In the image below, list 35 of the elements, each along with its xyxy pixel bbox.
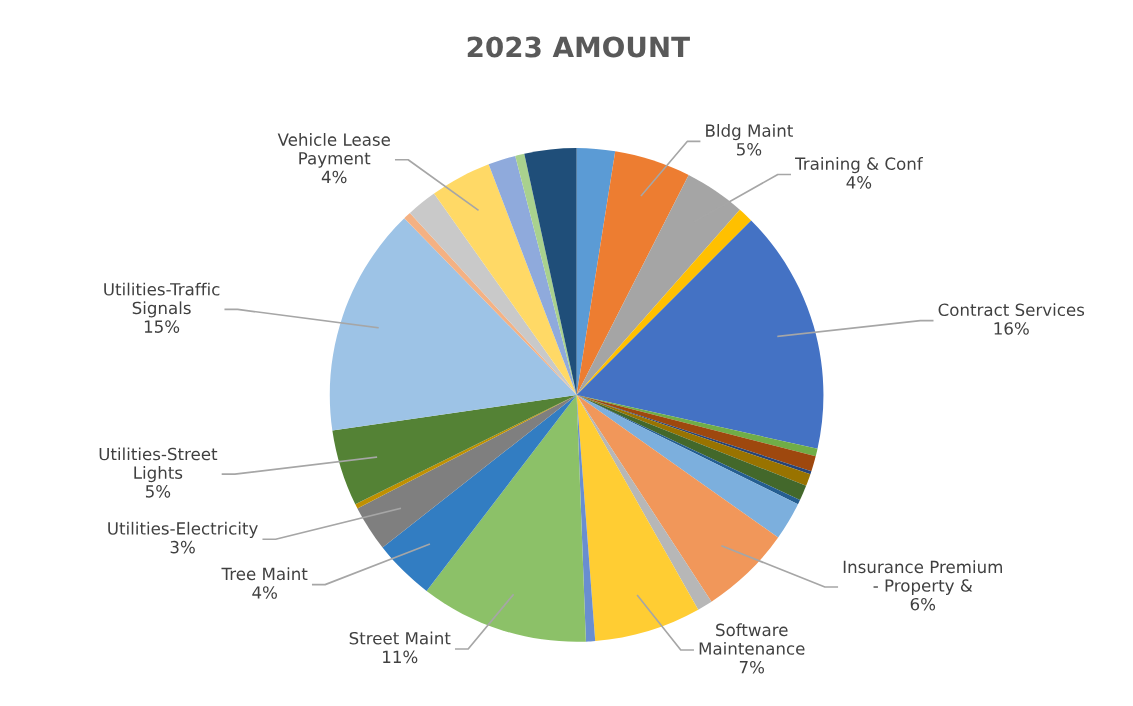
- slice-label: Utilities-Street Lights: [99, 447, 218, 483]
- pie-slice: [357, 394, 577, 548]
- pie-slice: [576, 394, 798, 538]
- pie-slice: [488, 155, 577, 395]
- pie-slice: [329, 218, 577, 431]
- pie-slice: [576, 220, 824, 449]
- data-label: 4%: [252, 586, 277, 599]
- slice-label: Vehicle Lease Payment: [277, 133, 390, 168]
- slice-label: Tree Maint: [221, 567, 308, 581]
- slice-label: Utilities-Traffic Signals: [104, 282, 220, 318]
- slice-label: Bldg Maint: [706, 124, 793, 141]
- slice-label: Street Maint: [349, 631, 451, 645]
- pie-slice: [382, 394, 577, 591]
- data-label: 16%: [994, 322, 1029, 335]
- slice-label: Software Maintenance: [699, 623, 805, 655]
- slice-label: Insurance Premium - Property &: [843, 560, 1002, 596]
- slice-label: Utilities-Electricity: [108, 521, 258, 538]
- pie-slice: [576, 151, 689, 395]
- chart-title: 2023 AMOUNT: [467, 36, 690, 58]
- data-label: 4%: [321, 170, 347, 184]
- pie-slice: [576, 394, 779, 602]
- data-label: 7%: [739, 660, 765, 674]
- slice-label: Training & Conf: [795, 157, 924, 174]
- data-label: 11%: [383, 650, 418, 664]
- data-label: 3%: [170, 540, 195, 554]
- pie-slice: [434, 164, 577, 395]
- data-label: 6%: [910, 597, 936, 611]
- pie-slice: [524, 148, 577, 395]
- data-label: 15%: [144, 320, 180, 333]
- pie-slice: [576, 394, 699, 642]
- data-label: 4%: [846, 176, 872, 189]
- slice-label: Contract Services: [938, 303, 1085, 317]
- data-label: 5%: [736, 142, 762, 156]
- data-label: 5%: [145, 485, 171, 498]
- pie-slice: [576, 394, 712, 610]
